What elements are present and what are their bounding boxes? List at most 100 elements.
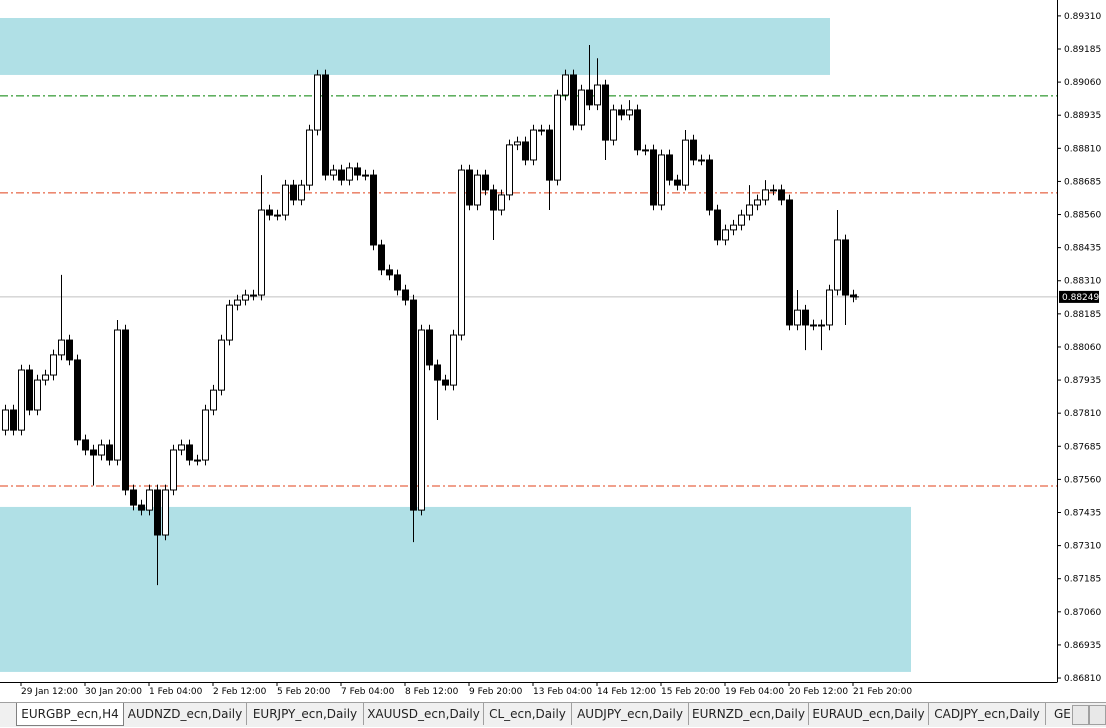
y-tick-label: 0.86810 [1064, 674, 1101, 684]
tab[interactable]: EURGBP_ecn,H4 [16, 703, 124, 726]
candle-body [722, 229, 729, 241]
candle-body [730, 224, 737, 231]
candle-body [554, 94, 561, 181]
candle-body [146, 489, 153, 511]
candle-body [642, 149, 649, 152]
price-marker [853, 293, 859, 300]
candle-body [754, 199, 761, 206]
candle-body [386, 269, 393, 276]
x-tick-label: 9 Feb 20:00 [469, 687, 523, 697]
candle-body [842, 239, 849, 296]
tab[interactable]: EURJPY_ecn,Daily [247, 703, 364, 725]
candle-body [498, 194, 505, 211]
candle-body [346, 167, 353, 181]
candle-body [546, 129, 553, 181]
candle-body [322, 74, 329, 176]
y-tick-label: 0.88685 [1064, 177, 1101, 187]
candle-body [466, 169, 473, 206]
candle-body [306, 129, 313, 186]
candle-body [794, 309, 801, 326]
candle-body [810, 324, 817, 327]
candle-body [138, 504, 145, 511]
candle-body [130, 489, 137, 506]
candle-body [18, 369, 25, 431]
candle-body [394, 274, 401, 291]
tab[interactable]: AUDNZD_ecn,Daily [124, 703, 247, 725]
tab[interactable]: EURAUD_ecn,Daily [809, 703, 929, 725]
candle-body [66, 339, 73, 361]
candle-body [682, 139, 689, 186]
candle-body [234, 299, 241, 306]
tab[interactable]: EURNZD_ecn,Daily [689, 703, 809, 725]
y-tick-label: 0.87685 [1064, 442, 1101, 452]
y-tick-label: 0.87810 [1064, 409, 1101, 419]
candle-body [98, 444, 105, 456]
y-tick-label: 0.87060 [1064, 608, 1101, 618]
y-tick-label: 0.87560 [1064, 475, 1101, 485]
candle-body [194, 459, 201, 462]
y-tick-label: 0.87935 [1064, 376, 1101, 386]
candle-body [802, 309, 809, 326]
price-tag [1059, 290, 1099, 303]
tab[interactable]: XAUUSD_ecn,Daily [364, 703, 484, 725]
candle-body [482, 174, 489, 191]
y-tick-label: 0.87310 [1064, 542, 1101, 552]
y-tick-label: 0.87435 [1064, 508, 1101, 518]
y-tick-label: 0.88435 [1064, 244, 1101, 254]
y-tick-label: 0.87185 [1064, 575, 1101, 585]
x-tick-label: 8 Feb 12:00 [405, 687, 459, 697]
candle-body [618, 109, 625, 116]
candle-body [34, 379, 41, 411]
x-tick-label: 2 Feb 12:00 [213, 687, 267, 697]
x-tick-label: 30 Jan 20:00 [85, 687, 142, 697]
y-tick-label: 0.89310 [1064, 12, 1101, 22]
tab-spacer [0, 703, 16, 727]
x-tick-label: 15 Feb 20:00 [661, 687, 720, 697]
x-tick-label: 5 Feb 20:00 [277, 687, 331, 697]
candle-body [786, 199, 793, 326]
tab[interactable]: GE [1054, 707, 1071, 721]
y-tick-label: 0.88310 [1064, 277, 1101, 287]
y-tick-label: 0.88560 [1064, 211, 1101, 221]
candle-body [658, 154, 665, 206]
candle-body [610, 109, 617, 141]
candle-body [58, 339, 65, 356]
candle-body [50, 354, 57, 376]
candle-body [370, 174, 377, 246]
candle-body [250, 294, 257, 297]
candle-body [274, 214, 281, 217]
tab[interactable]: CL_ecn,Daily [484, 703, 572, 725]
candle-body [586, 89, 593, 106]
candle-body [562, 74, 569, 96]
candle-body [690, 139, 697, 161]
candle-body [170, 449, 177, 491]
tab[interactable]: AUDJPY_ecn,Daily [572, 703, 689, 725]
candle-body [650, 149, 657, 206]
candle-body [378, 244, 385, 271]
y-tick-label: 0.86935 [1064, 641, 1101, 651]
scroll-right[interactable] [1089, 705, 1106, 725]
candle-body [114, 329, 121, 461]
x-tick-label: 14 Feb 12:00 [597, 687, 656, 697]
candle-body [186, 444, 193, 461]
candle-body [626, 109, 633, 116]
candle-body [106, 444, 113, 461]
candle-body [74, 359, 81, 441]
candle-body [298, 184, 305, 201]
candle-body [818, 324, 825, 327]
candle-body [778, 189, 785, 201]
x-tick-label: 29 Jan 12:00 [21, 687, 78, 697]
tab[interactable]: CADJPY_ecn,Daily [929, 703, 1046, 725]
y-tick-label: 0.88185 [1064, 310, 1101, 320]
candle-body [402, 289, 409, 301]
candle-body [90, 449, 97, 456]
candle-body [410, 299, 417, 511]
candle-body [474, 174, 481, 206]
candle-body [178, 444, 185, 451]
y-tick-label: 0.88060 [1064, 343, 1101, 353]
x-tick-label: 20 Feb 12:00 [789, 687, 848, 697]
candle-body [834, 239, 841, 291]
candle-body [162, 489, 169, 536]
scroll-left[interactable] [1072, 705, 1089, 725]
